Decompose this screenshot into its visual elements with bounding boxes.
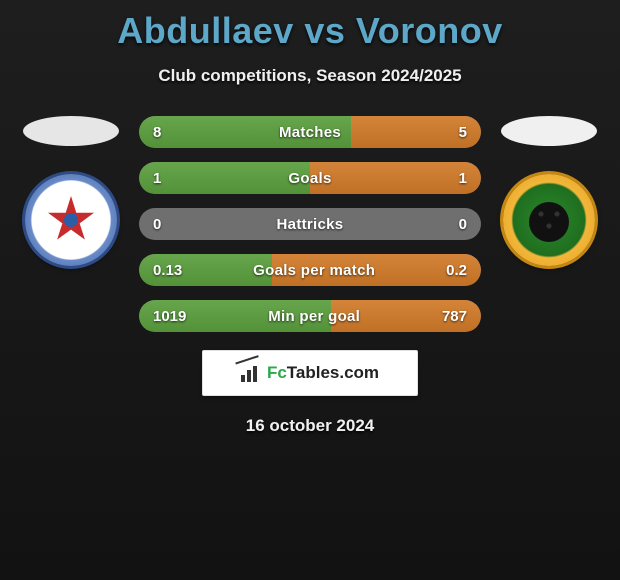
stat-label: Hattricks (277, 216, 344, 233)
stat-value-left: 8 (153, 124, 161, 141)
stat-bar: 0 Hattricks 0 (139, 208, 481, 240)
stat-label: Min per goal (268, 308, 360, 325)
stat-value-left: 0 (153, 216, 161, 233)
brand-text: FcTables.com (267, 363, 379, 383)
page-title: Abdullaev vs Voronov (0, 10, 620, 52)
stat-value-right: 0.2 (446, 262, 467, 279)
brand-prefix: Fc (267, 363, 287, 382)
stat-bar: 0.13 Goals per match 0.2 (139, 254, 481, 286)
team-right-crest-icon (503, 174, 595, 266)
date-text: 16 october 2024 (0, 416, 620, 436)
stat-label: Matches (279, 124, 341, 141)
stat-bar-fill-left (139, 162, 310, 194)
main-row: 8 Matches 5 1 Goals 1 0 Hattricks 0 0.13 Goals per… (0, 116, 620, 332)
player-left-name: Abdullaev (117, 10, 294, 51)
brand-suffix: Tables.com (287, 363, 379, 382)
stat-value-right: 5 (459, 124, 467, 141)
stat-value-left: 0.13 (153, 262, 182, 279)
left-side (21, 116, 121, 266)
bar-chart-icon (241, 364, 261, 382)
stat-value-right: 0 (459, 216, 467, 233)
stat-bar: 1019 Min per goal 787 (139, 300, 481, 332)
stat-label: Goals (288, 170, 331, 187)
stat-value-right: 1 (459, 170, 467, 187)
stat-value-right: 787 (442, 308, 467, 325)
stat-bar-fill-right (310, 162, 481, 194)
comparison-infographic: Abdullaev vs Voronov Club competitions, … (0, 0, 620, 580)
brand-box[interactable]: FcTables.com (202, 350, 418, 396)
stat-bar: 8 Matches 5 (139, 116, 481, 148)
player-right-name: Voronov (356, 10, 503, 51)
title-vs: vs (304, 10, 345, 51)
team-left-crest-icon (25, 174, 117, 266)
right-side (499, 116, 599, 266)
stat-bars: 8 Matches 5 1 Goals 1 0 Hattricks 0 0.13 Goals per… (139, 116, 481, 332)
player-left-silhouette (23, 116, 119, 146)
player-right-silhouette (501, 116, 597, 146)
stat-label: Goals per match (253, 262, 375, 279)
stat-bar: 1 Goals 1 (139, 162, 481, 194)
stat-value-left: 1019 (153, 308, 186, 325)
stat-value-left: 1 (153, 170, 161, 187)
subtitle: Club competitions, Season 2024/2025 (0, 66, 620, 86)
